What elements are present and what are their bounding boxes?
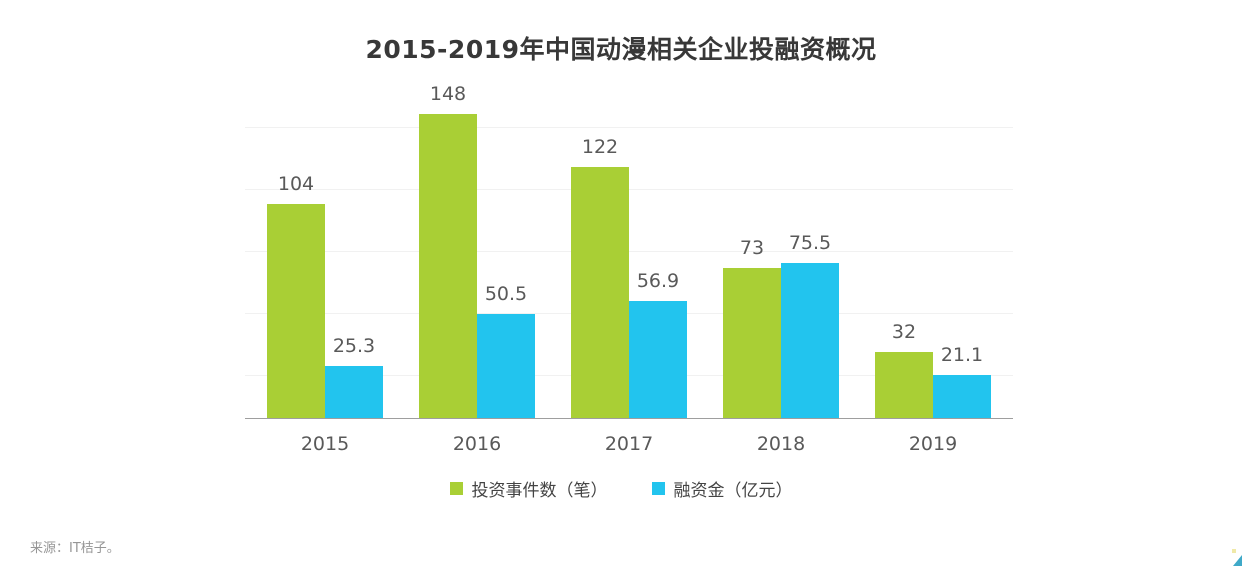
bar-group-2016: 148 50.5 xyxy=(419,85,535,418)
chart-title: 2015-2019年中国动漫相关企业投融资概况 xyxy=(365,35,877,64)
bar-value-label: 50.5 xyxy=(484,283,528,305)
legend-item-investment-events: 投资事件数（笔） xyxy=(449,476,608,501)
bar-group-2019: 32 21.1 xyxy=(875,114,991,418)
plot-area: 104 25.3 148 50.5 122 56.9 73 75.5 32 21.1 xyxy=(245,85,1013,419)
x-axis-label-2019: 2019 xyxy=(908,433,958,455)
corner-logo-speck xyxy=(1232,549,1236,553)
bar-groups: 104 25.3 148 50.5 122 56.9 73 75.5 32 21.1 xyxy=(245,85,1013,418)
legend-swatch-green xyxy=(449,482,463,495)
bar-value-label: 122 xyxy=(581,136,619,158)
x-axis-label-2016: 2016 xyxy=(452,433,502,455)
bar-financing-amount xyxy=(933,375,991,418)
x-axis-label-2017: 2017 xyxy=(604,433,654,455)
gridline xyxy=(245,251,1013,252)
gridline xyxy=(245,189,1013,190)
bar-value-label: 32 xyxy=(891,321,917,343)
bar-financing-amount xyxy=(781,263,839,418)
bar-value-label: 25.3 xyxy=(332,335,376,357)
bar-financing-amount xyxy=(629,301,687,418)
legend-item-financing-amount: 融资金（亿元） xyxy=(651,476,793,501)
legend-label: 融资金（亿元） xyxy=(673,481,793,501)
legend-swatch-blue xyxy=(651,482,665,495)
legend-label: 投资事件数（笔） xyxy=(471,481,608,501)
corner-logo-triangle-icon xyxy=(1233,555,1242,566)
x-axis-label-2015: 2015 xyxy=(300,433,350,455)
bar-financing-amount xyxy=(477,314,535,418)
bar-investment-events xyxy=(723,268,781,418)
bar-investment-events xyxy=(267,204,325,418)
bar-group-2018: 73 75.5 xyxy=(723,114,839,418)
bar-value-label: 75.5 xyxy=(788,232,832,254)
bar-value-label: 104 xyxy=(277,173,315,195)
bar-value-label: 56.9 xyxy=(636,270,680,292)
bar-investment-events xyxy=(419,114,477,418)
bar-value-label: 73 xyxy=(739,237,765,259)
gridline xyxy=(245,127,1013,128)
bar-group-2017: 122 56.9 xyxy=(571,114,687,418)
x-axis-label-2018: 2018 xyxy=(756,433,806,455)
x-axis-labels: 2015 2016 2017 2018 2019 xyxy=(245,433,1013,455)
bar-value-label: 148 xyxy=(429,83,467,105)
bar-financing-amount xyxy=(325,366,383,418)
bar-value-label: 21.1 xyxy=(940,344,984,366)
source-note: 来源：IT桔子。 xyxy=(30,541,120,556)
legend: 投资事件数（笔） 融资金（亿元） xyxy=(0,476,1242,501)
bar-group-2015: 104 25.3 xyxy=(267,114,383,418)
bar-investment-events xyxy=(875,352,933,418)
bar-investment-events xyxy=(571,167,629,418)
